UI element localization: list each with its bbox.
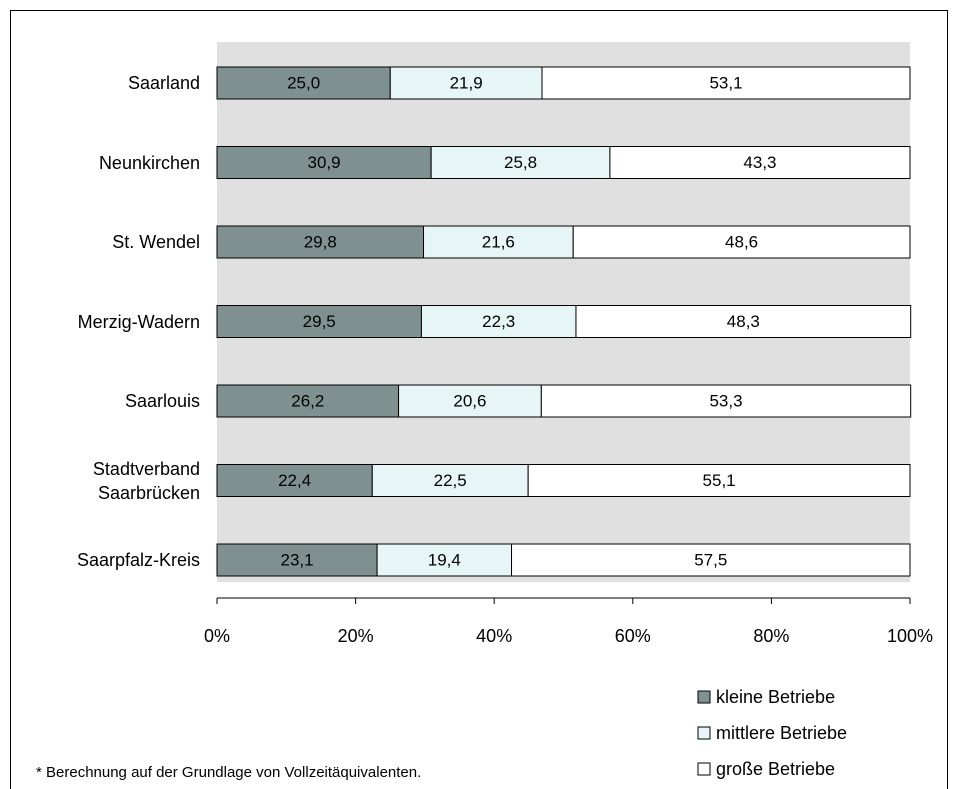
bar-segment [609,146,911,179]
value-label: 25,0 [287,73,320,92]
value-label: 57,5 [694,550,727,569]
value-label: 53,1 [709,73,742,92]
bar-segment [216,146,432,179]
category-label: Saarpfalz-Kreis [76,550,200,570]
value-label: 55,1 [703,471,736,490]
value-label: 22,4 [278,471,311,490]
bar-segment [398,384,542,418]
value-label: 21,6 [482,232,515,251]
value-label: 29,8 [304,232,337,251]
x-tick-label: 80% [753,626,789,646]
bar-segment [430,146,611,179]
value-label: 23,1 [280,550,313,569]
category-label: St. Wendel [112,232,200,252]
value-label: 19,4 [428,550,461,569]
bar-segment [216,66,391,100]
value-label: 53,3 [709,391,742,410]
bar-segment [575,305,912,338]
value-label: 20,6 [453,391,486,410]
bar-segment [540,384,912,418]
bar-segment [216,225,425,259]
bar-segment [420,305,577,338]
value-label: 26,2 [291,391,324,410]
legend-label: mittlere Betriebe [716,723,847,743]
category-label: Stadtverband Saarbrücken [92,458,200,503]
x-tick-label: 20% [338,626,374,646]
legend-swatch [697,762,711,776]
footnote: * Berechnung auf der Grundlage von Vollz… [36,764,421,781]
x-tick-label: 100% [887,626,933,646]
value-label: 21,9 [450,73,483,92]
legend-label: große Betriebe [716,759,835,779]
value-label: 30,9 [308,153,341,172]
value-label: 43,3 [743,153,776,172]
bar-segment [371,464,529,497]
value-label: 22,3 [482,312,515,331]
value-label: 48,3 [727,312,760,331]
bar-segment [511,543,911,577]
bar-segment [389,66,543,100]
value-label: 25,8 [504,153,537,172]
bar-segment [572,225,911,259]
x-tick-label: 40% [476,626,512,646]
legend-swatch [697,690,711,704]
bar-segment [541,66,911,100]
category-label: Merzig-Wadern [77,311,200,332]
value-label: 29,5 [303,312,336,331]
bar-segment [216,305,422,338]
bar-segment [216,543,378,577]
value-label: 48,6 [725,232,758,251]
category-label: Saarland [127,73,200,93]
category-label: Neunkirchen [98,152,200,173]
legend-swatch [697,726,711,740]
x-tick-label: 60% [615,626,651,646]
frame [10,10,948,789]
legend-label: kleine Betriebe [716,687,835,707]
bar-segment [376,543,513,577]
category-label: Saarlouis [124,391,200,411]
value-label: 22,5 [434,471,467,490]
x-tick-label: 0% [204,626,230,646]
bar-segment [527,464,911,497]
bar-segment [216,464,373,497]
